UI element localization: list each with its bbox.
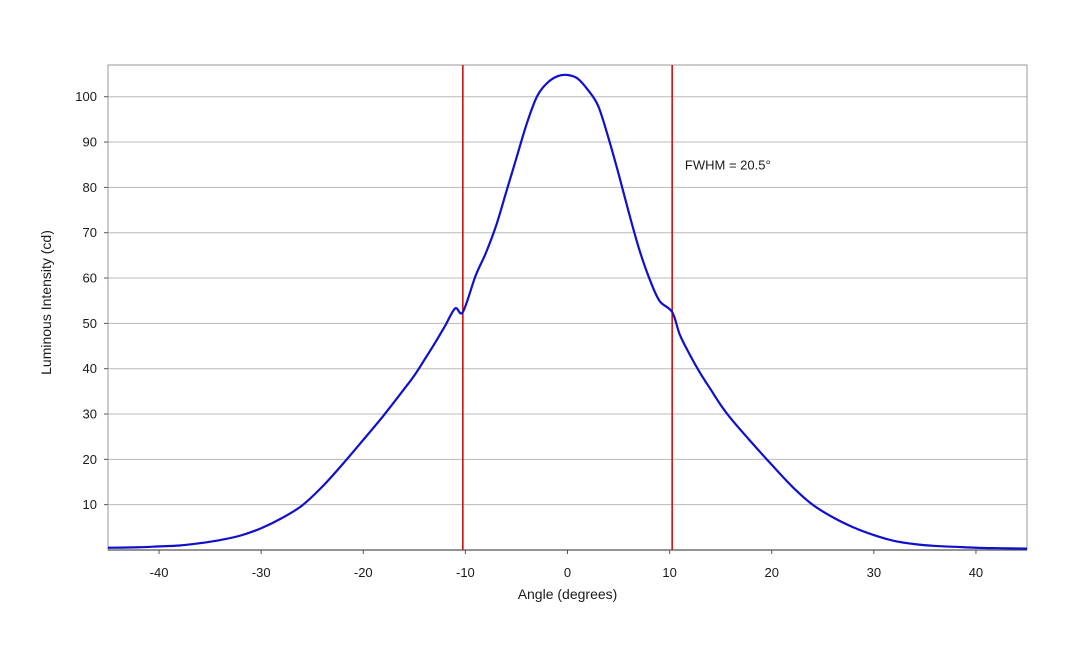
- y-tick-label: 10: [83, 497, 97, 512]
- x-tick-label: 0: [564, 565, 571, 580]
- y-tick-label: 100: [75, 89, 97, 104]
- x-tick-label: -10: [456, 565, 475, 580]
- y-axis-title: Luminous Intensity (cd): [38, 230, 54, 375]
- grid-lines: [108, 96, 1027, 506]
- plot-frame: [107, 64, 1028, 551]
- y-tick-label: 60: [83, 271, 97, 286]
- y-tick-label: 80: [83, 180, 97, 195]
- x-tick-label: 10: [662, 565, 676, 580]
- y-tick-label: 40: [83, 361, 97, 376]
- x-tick-label: -30: [252, 565, 271, 580]
- fwhm-markers: [462, 65, 673, 550]
- y-tick-label: 30: [83, 407, 97, 422]
- y-tick-label: 50: [83, 316, 97, 331]
- y-tick-label: 20: [83, 452, 97, 467]
- intensity-curve: [107, 73, 1028, 550]
- y-axis-ticks: 10 20 30 40 50 60 70 80 90 100: [75, 89, 108, 512]
- x-tick-label: -40: [150, 565, 169, 580]
- series-layer: [107, 73, 1028, 550]
- x-tick-label: 30: [867, 565, 881, 580]
- y-tick-label: 90: [83, 135, 97, 150]
- x-tick-label: -20: [354, 565, 373, 580]
- x-tick-label: 20: [764, 565, 778, 580]
- y-tick-label: 70: [83, 225, 97, 240]
- x-axis-title: Angle (degrees): [518, 586, 618, 602]
- plot-border: [107, 64, 1028, 551]
- x-tick-label: 40: [969, 565, 983, 580]
- x-axis-ticks: -40 -30 -20 -10 0 10 20 30 40: [150, 550, 983, 580]
- fwhm-annotation: FWHM = 20.5°: [685, 157, 771, 172]
